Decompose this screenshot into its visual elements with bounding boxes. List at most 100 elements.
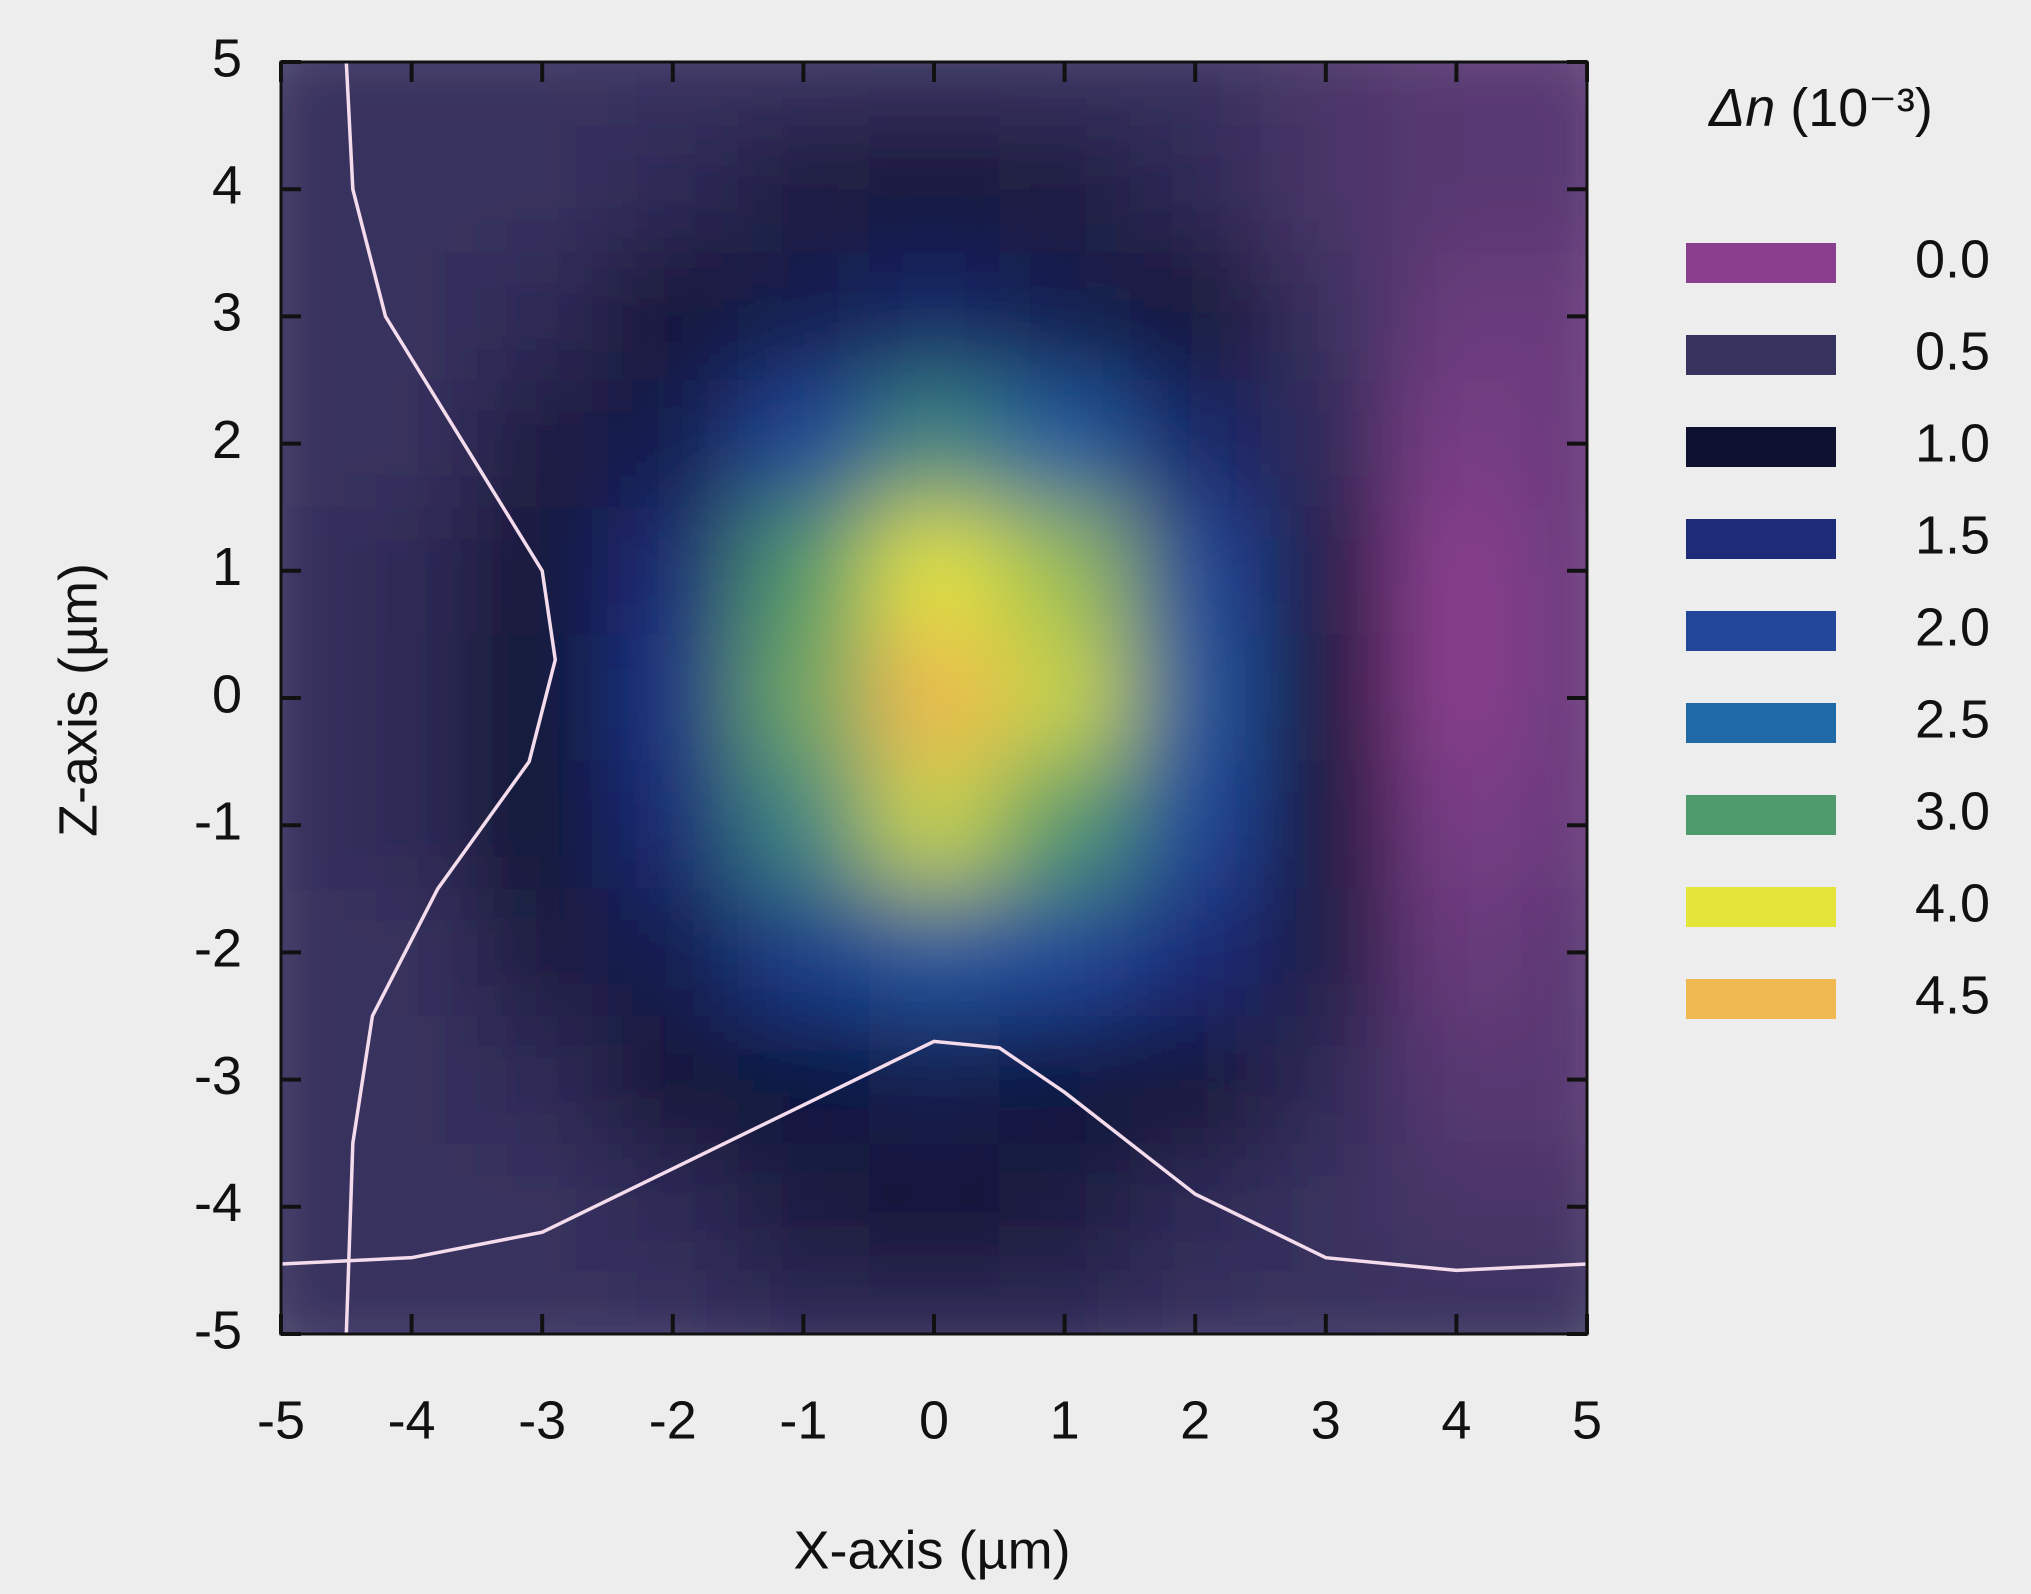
heat-cell [868,252,1001,381]
heat-cell [607,125,740,254]
heat-cell [738,888,870,1017]
heat-cell [346,1143,478,1272]
heat-cell [868,888,1001,1017]
legend-swatch [1686,703,1836,743]
x-tick-label: 1 [1050,1390,1080,1450]
y-tick-label: -4 [194,1173,242,1233]
heat-cell [346,888,478,1017]
y-tick-label: 0 [212,664,242,724]
heat-cell [346,761,478,890]
heat-cell [1521,62,1587,127]
heat-cell [476,634,609,763]
y-tick-label: 4 [212,155,242,215]
y-axis-label: Z-axis (µm) [48,563,108,837]
legend-swatch [1686,243,1836,283]
heat-cell [476,1143,609,1272]
y-tick-label: -3 [194,1046,242,1106]
heat-cell [1129,1016,1262,1145]
heat-cell [738,507,870,636]
heat-cell [868,1016,1001,1145]
heat-cell [346,125,478,254]
heat-cell [1260,125,1393,254]
colorbar-title: Δn (10⁻³) [1707,78,1933,138]
legend-swatch [1686,887,1836,927]
heat-cell [607,761,740,890]
legend-label: 2.5 [1915,689,1990,749]
x-tick-label: -5 [257,1390,305,1450]
heat-cell [999,634,1131,763]
profile-line [280,1039,1588,1273]
y-tick-label: 3 [212,283,242,343]
colorbar-unit: (10⁻³) [1790,78,1933,138]
heat-cell [999,1016,1131,1145]
overlay [279,60,1589,1336]
heat-cell [1129,507,1262,636]
x-tick-label: 2 [1180,1390,1210,1450]
heat-cell [868,761,1001,890]
x-tick-label: -1 [779,1390,827,1450]
heat-cell [1260,252,1393,381]
heat-cell [738,634,870,763]
legend-swatch [1686,611,1836,651]
heat-cell [738,761,870,890]
heat-cell [346,1016,478,1145]
heat-cell [1260,507,1393,636]
heat-cell [999,125,1131,254]
heat-cell [1391,507,1523,636]
heat-cell [607,634,740,763]
heat-cell [1391,252,1523,381]
x-tick-label: 5 [1572,1390,1602,1450]
heat-cell [1129,252,1262,381]
legend-swatch [1686,795,1836,835]
heat-cell [1260,380,1393,509]
heat-cell [346,507,478,636]
heat-cell [476,252,609,381]
y-tick-label: -2 [194,919,242,979]
heat-cell [1391,125,1523,254]
heat-cell [1260,761,1393,890]
legend-label: 4.5 [1915,965,1990,1025]
heat-cell [1129,634,1262,763]
heat-cell [738,1016,870,1145]
heat-cell [607,252,740,381]
heat-cell [346,380,478,509]
heat-cell [1260,1016,1393,1145]
legend-label: 3.0 [1915,781,1990,841]
legend-swatch [1686,335,1836,375]
heat-cell [1521,1270,1587,1334]
legend-label: 0.0 [1915,229,1990,289]
legend-swatch [1686,979,1836,1019]
heat-cell [1391,634,1523,763]
heat-cell [1391,380,1523,509]
heat-cell [476,1016,609,1145]
legend-label: 4.0 [1915,873,1990,933]
x-tick-label: -2 [649,1390,697,1450]
heat-cell [868,125,1001,254]
legend-label: 1.5 [1915,505,1990,565]
y-tick-label: 2 [212,410,242,470]
legend-label: 1.0 [1915,413,1990,473]
heat-cell [868,1143,1001,1272]
heat-cell [999,507,1131,636]
heat-cell [607,380,740,509]
heat-cell [868,380,1001,509]
heat-cell [607,888,740,1017]
legend-label: 0.5 [1915,321,1990,381]
heat-cell [607,1143,740,1272]
heat-cell [999,252,1131,381]
heat-cell [1129,380,1262,509]
heatmap [281,62,1587,1334]
heat-cell [1391,761,1523,890]
heat-cell [999,888,1131,1017]
heat-cell [607,1016,740,1145]
x-axis-label: X-axis (µm) [793,1520,1070,1580]
x-tick-label: 4 [1441,1390,1471,1450]
heat-cell [607,507,740,636]
heat-cell [1260,1143,1393,1272]
heat-cell [1391,888,1523,1017]
legend-swatch [1686,427,1836,467]
heat-cell [476,125,609,254]
heat-cell [1129,888,1262,1017]
y-tick-label: -1 [194,791,242,851]
